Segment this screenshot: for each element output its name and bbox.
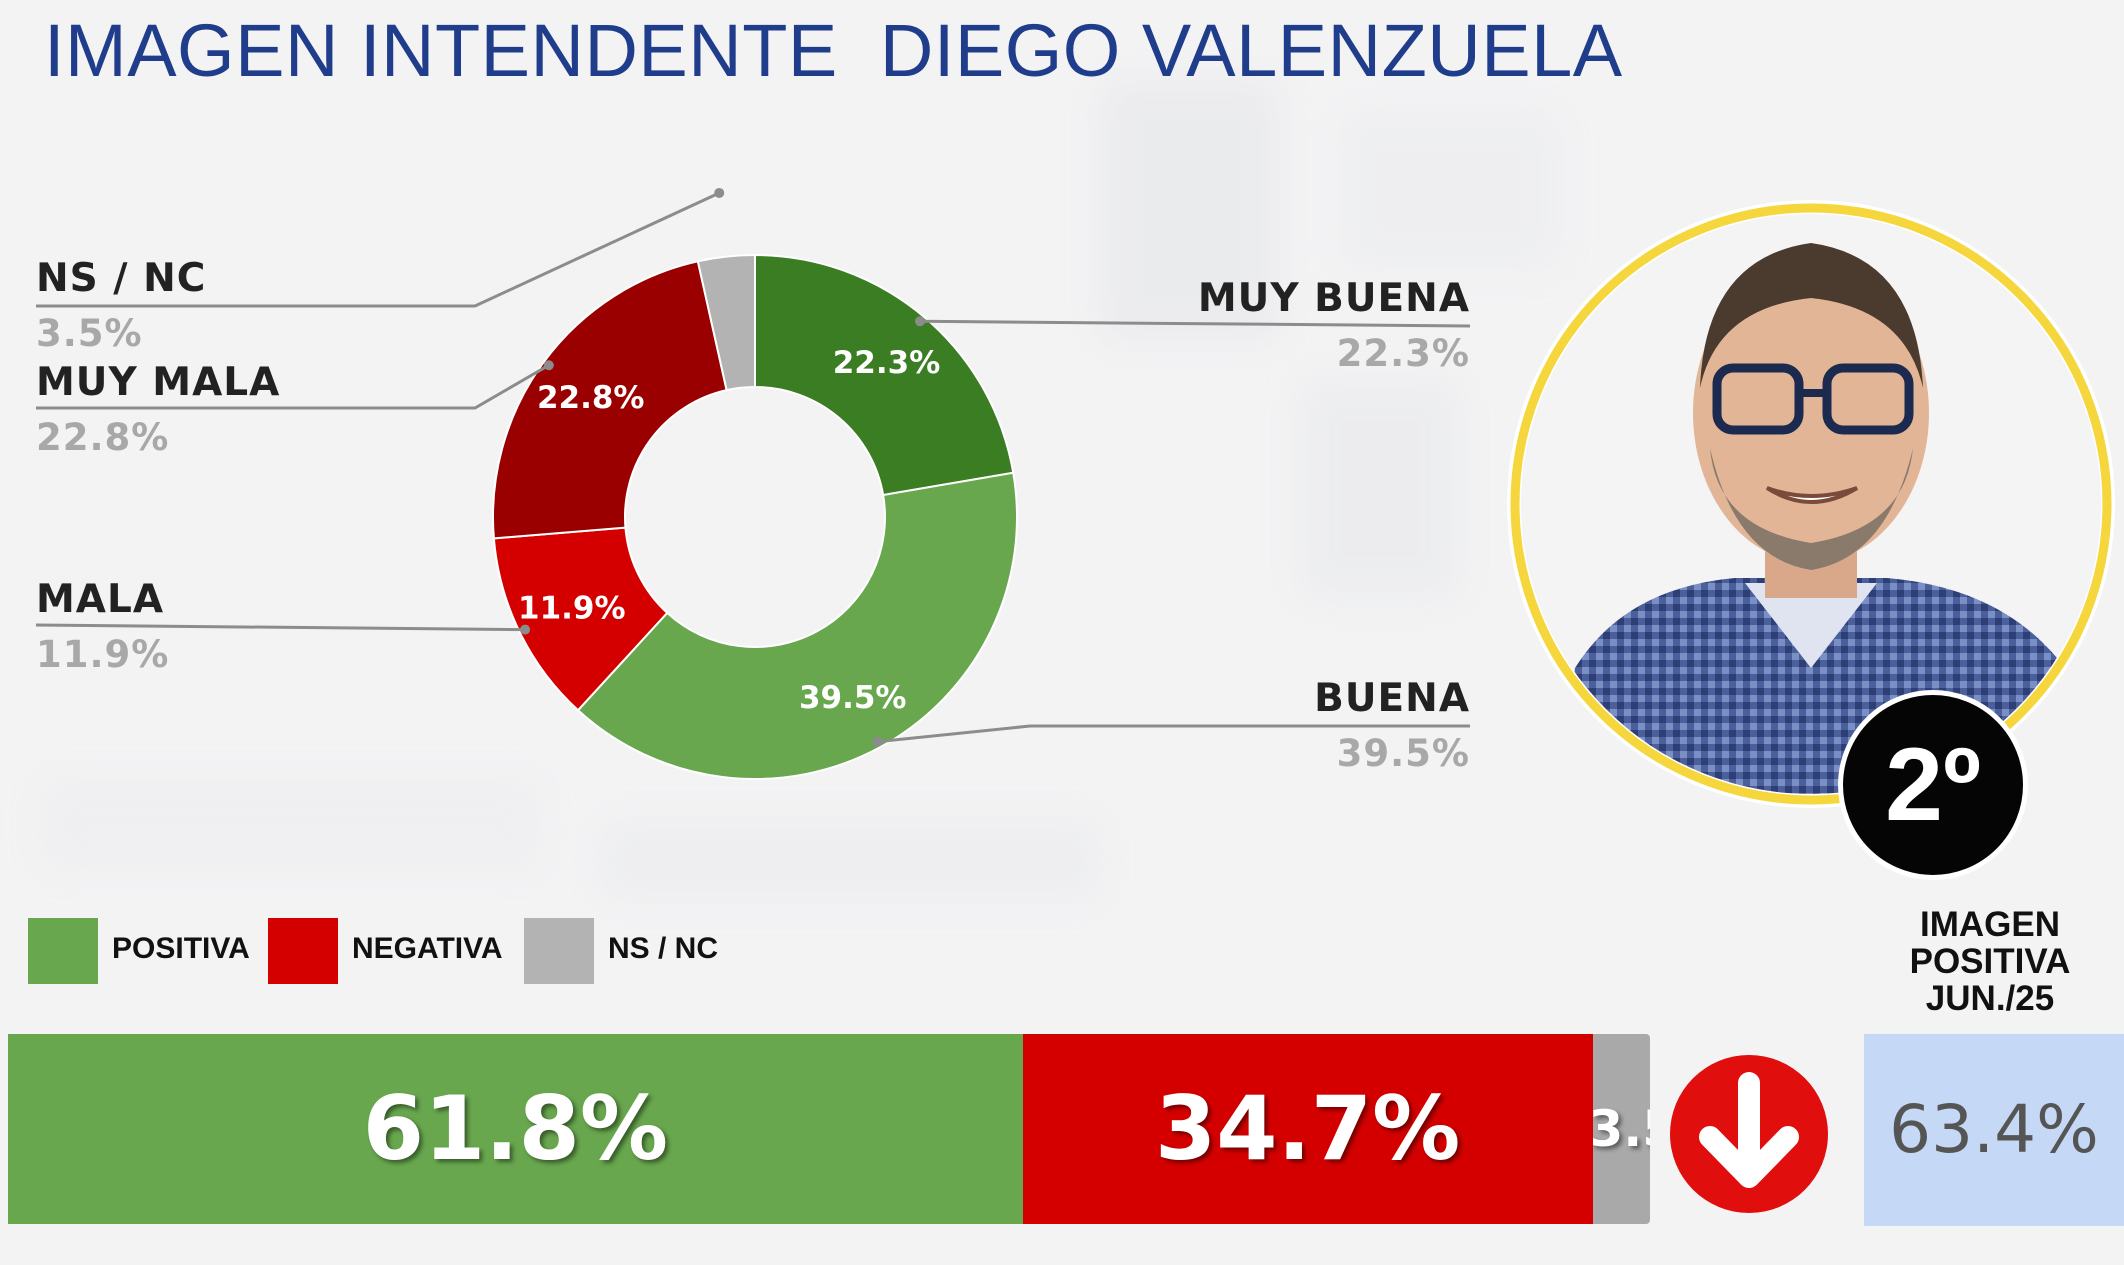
donut-inner-labels: 22.3% 39.5% 11.9% 22.8% bbox=[518, 345, 940, 716]
legend-label-positiva: POSITIVA bbox=[112, 932, 250, 965]
portrait-icon bbox=[1507, 200, 2115, 808]
arrow-down-icon bbox=[1670, 1055, 1828, 1213]
legend-label-negativa: NEGATIVA bbox=[352, 932, 503, 965]
previous-value-box: 63.4% bbox=[1864, 1034, 2124, 1226]
bar-label-negativa: 34.7% bbox=[1154, 1077, 1461, 1180]
previous-title-line-1: IMAGEN bbox=[1920, 905, 2060, 944]
previous-value: 63.4% bbox=[1889, 1091, 2099, 1168]
legend-swatch-ns-nc bbox=[524, 918, 594, 984]
donut-label-muy-buena: 22.3% bbox=[833, 345, 941, 381]
donut-slice-muy-buena bbox=[754, 253, 1015, 497]
label-ns-nc-name: NS / NC bbox=[36, 256, 207, 301]
donut-label-mala: 11.9% bbox=[518, 591, 626, 627]
donut-label-muy-mala: 22.8% bbox=[537, 380, 645, 416]
donut-slices bbox=[492, 253, 1018, 780]
leader-dot-buena bbox=[872, 736, 883, 747]
previous-title: IMAGEN POSITIVA JUN./25 bbox=[1860, 906, 2120, 1017]
label-ns-nc-value: 3.5% bbox=[36, 312, 143, 355]
rank-badge: 2º bbox=[1838, 690, 2028, 880]
legend-swatch-negativa bbox=[268, 918, 338, 984]
label-muy-buena-value: 22.3% bbox=[1336, 332, 1470, 375]
label-muy-mala-name: MUY MALA bbox=[36, 360, 281, 405]
stacked-bar: 61.8% 34.7% 3.5% bbox=[8, 1034, 1650, 1224]
label-muy-mala-value: 22.8% bbox=[36, 416, 170, 459]
leader-line-buena bbox=[877, 724, 1470, 744]
label-mala-value: 11.9% bbox=[36, 633, 170, 676]
label-buena-value: 39.5% bbox=[1336, 732, 1470, 775]
leader-line-mala bbox=[35, 623, 526, 632]
donut-label-buena: 39.5% bbox=[799, 680, 907, 716]
legend-swatch-positiva bbox=[28, 918, 98, 984]
label-muy-buena-name: MUY BUENA bbox=[1197, 276, 1470, 321]
legend-label-ns-nc: NS / NC bbox=[608, 932, 719, 965]
leader-dot-muy-mala bbox=[543, 360, 554, 371]
page-title: IMAGEN INTENDENTE DIEGO VALENZUELA bbox=[44, 9, 1623, 92]
bar-label-positiva: 61.8% bbox=[362, 1077, 669, 1180]
label-buena-name: BUENA bbox=[1314, 676, 1470, 721]
bar-segment-positiva: 61.8% bbox=[8, 1034, 1023, 1224]
leader-dot-mala bbox=[520, 624, 531, 635]
leader-dot-muy-buena bbox=[915, 316, 926, 327]
donut-slice-muy-mala bbox=[492, 260, 728, 540]
previous-title-line-2: POSITIVA bbox=[1909, 942, 2071, 981]
bar-segment-negativa: 34.7% bbox=[1022, 1034, 1593, 1224]
donut-slice-ns-nc bbox=[696, 253, 756, 392]
leader-lines bbox=[35, 187, 1471, 747]
rank-text: 2º bbox=[1885, 727, 1981, 843]
leader-line-muy-mala bbox=[36, 363, 550, 410]
donut-slice-buena bbox=[576, 471, 1018, 780]
label-mala-name: MALA bbox=[36, 577, 165, 622]
leader-dot-ns-nc bbox=[714, 187, 725, 198]
bar-label-ns-nc: 3.5% bbox=[1592, 1100, 1650, 1158]
previous-title-line-3: JUN./25 bbox=[1925, 979, 2055, 1018]
leader-line-muy-buena bbox=[920, 319, 1471, 328]
bar-segment-ns-nc: 3.5% bbox=[1592, 1034, 1650, 1224]
leader-line-ns-nc bbox=[36, 191, 720, 308]
